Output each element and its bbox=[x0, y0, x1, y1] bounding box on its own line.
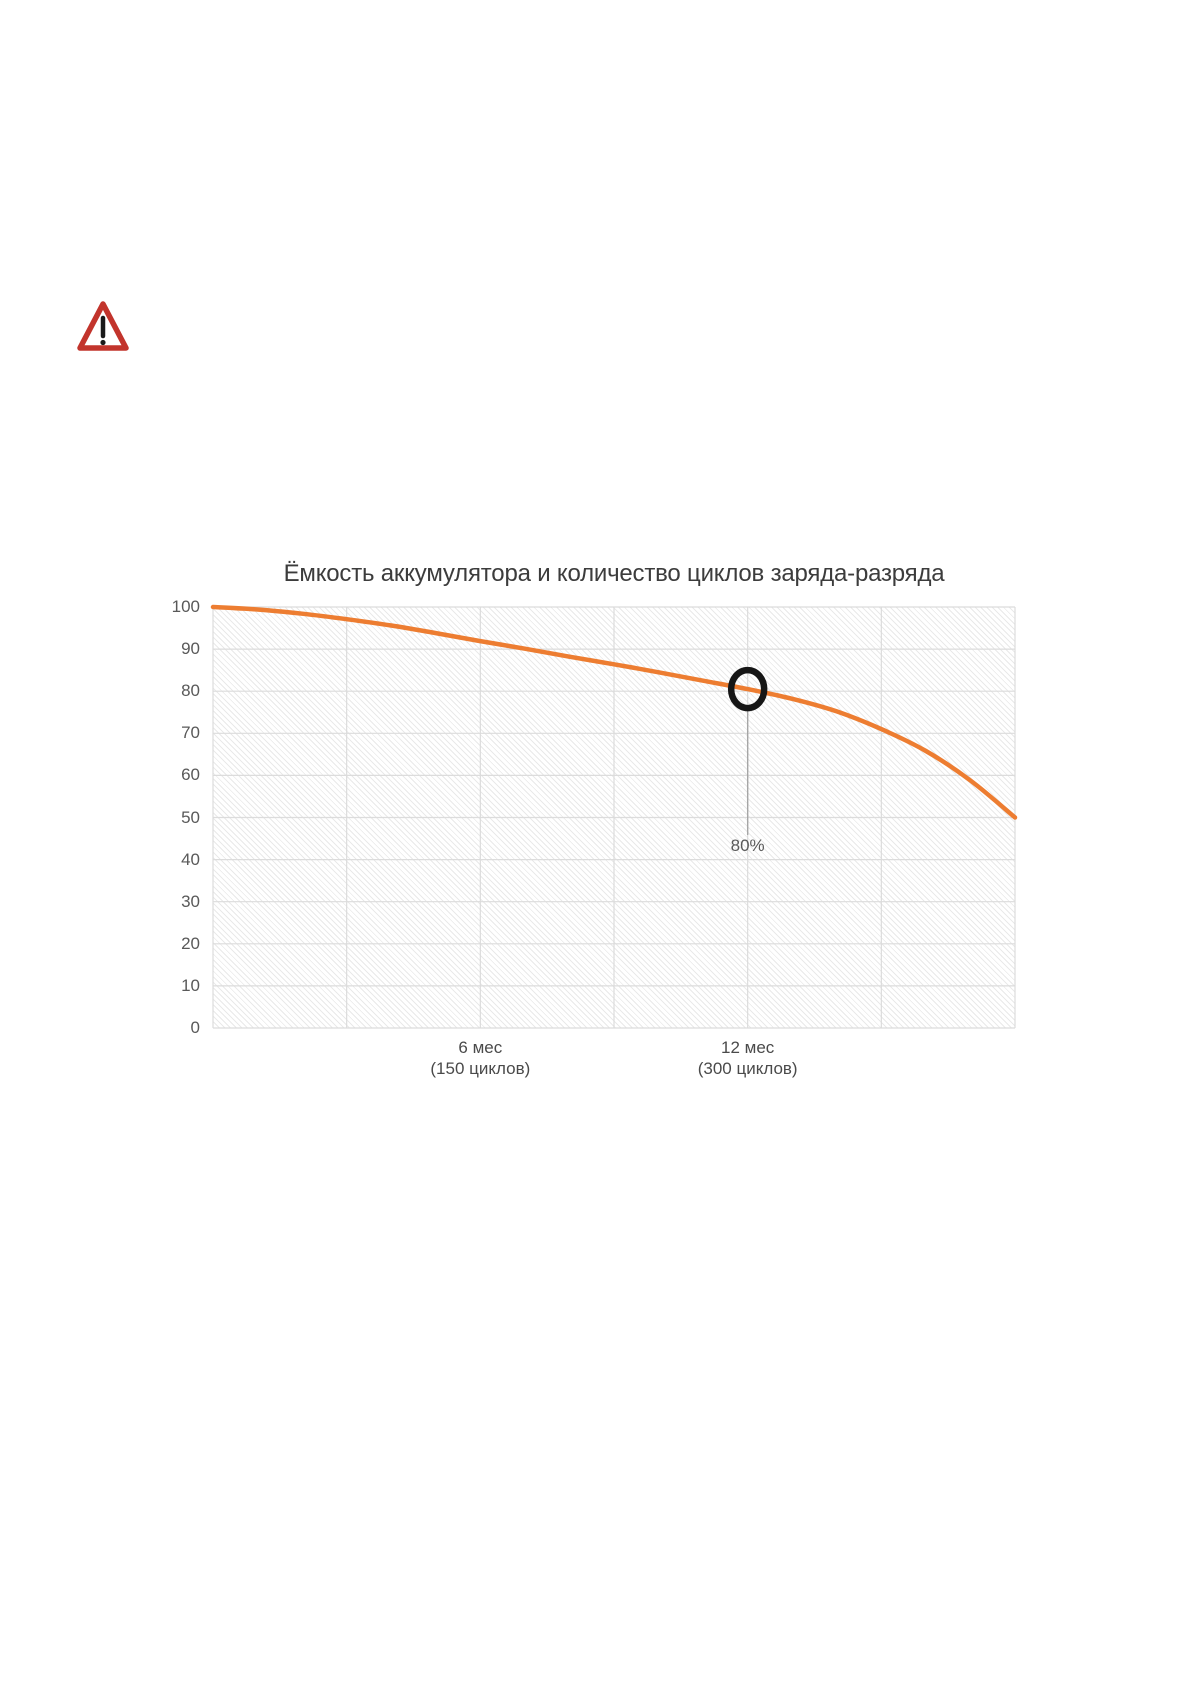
y-axis-tick-label: 0 bbox=[190, 1018, 200, 1037]
warning-exclamation-dot bbox=[100, 339, 106, 346]
annotation-ring-icon bbox=[727, 666, 768, 712]
x-tick-line1: 6 мес bbox=[458, 1038, 503, 1057]
y-axis-tick-label: 30 bbox=[181, 891, 200, 911]
y-axis-tick-label: 70 bbox=[181, 723, 200, 743]
capacity-curve bbox=[210, 604, 1018, 820]
chart-title: Ёмкость аккумулятора и количество циклов… bbox=[283, 560, 945, 587]
capacity-line bbox=[210, 604, 1018, 820]
y-axis-tick-label: 60 bbox=[181, 765, 200, 785]
x-tick-line2: (300 циклов) bbox=[697, 1059, 798, 1078]
annotation-marker bbox=[727, 666, 768, 835]
y-axis-tick-label: 100 bbox=[171, 597, 200, 616]
y-axis-tick-label: 50 bbox=[181, 807, 200, 827]
y-axis-tick-label: 20 bbox=[181, 933, 200, 953]
x-axis-tick-label: 6 мес (150 циклов) bbox=[370, 1037, 590, 1079]
x-tick-line2: (150 циклов) bbox=[430, 1059, 531, 1078]
y-axis-tick-label: 10 bbox=[181, 975, 200, 995]
y-axis-tick-label: 90 bbox=[181, 639, 200, 659]
x-tick-line1: 12 мес bbox=[721, 1038, 775, 1057]
gridlines bbox=[212, 606, 1016, 1029]
x-axis-tick-label: 12 мес (300 циклов) bbox=[638, 1037, 858, 1079]
y-axis-tick-label: 40 bbox=[181, 849, 200, 869]
annotation-label: 80% bbox=[730, 836, 765, 855]
y-axis-tick-label: 80 bbox=[181, 681, 200, 701]
warning-triangle-icon bbox=[77, 301, 129, 351]
